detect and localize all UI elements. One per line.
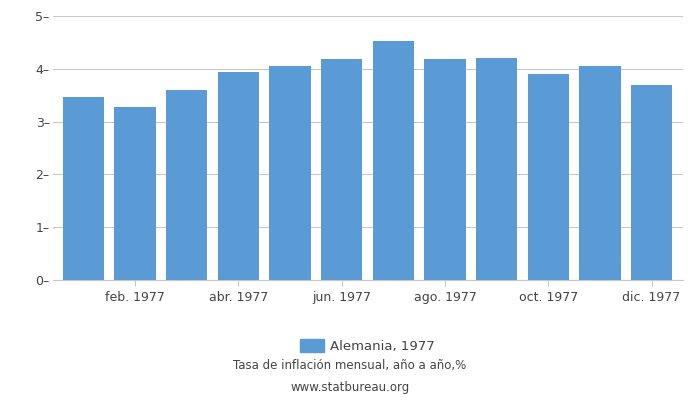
Bar	[63, 97, 104, 280]
Bar	[424, 59, 466, 280]
Bar	[631, 85, 672, 280]
Bar	[579, 66, 620, 280]
Bar	[528, 74, 569, 280]
Bar	[218, 72, 259, 280]
Bar	[166, 90, 207, 280]
Bar	[115, 107, 156, 280]
Legend: Alemania, 1977: Alemania, 1977	[295, 334, 440, 358]
Text: Tasa de inflación mensual, año a año,%: Tasa de inflación mensual, año a año,%	[233, 360, 467, 372]
Bar	[372, 41, 414, 280]
Bar	[270, 66, 311, 280]
Text: www.statbureau.org: www.statbureau.org	[290, 381, 410, 394]
Bar	[476, 58, 517, 280]
Bar	[321, 59, 363, 280]
